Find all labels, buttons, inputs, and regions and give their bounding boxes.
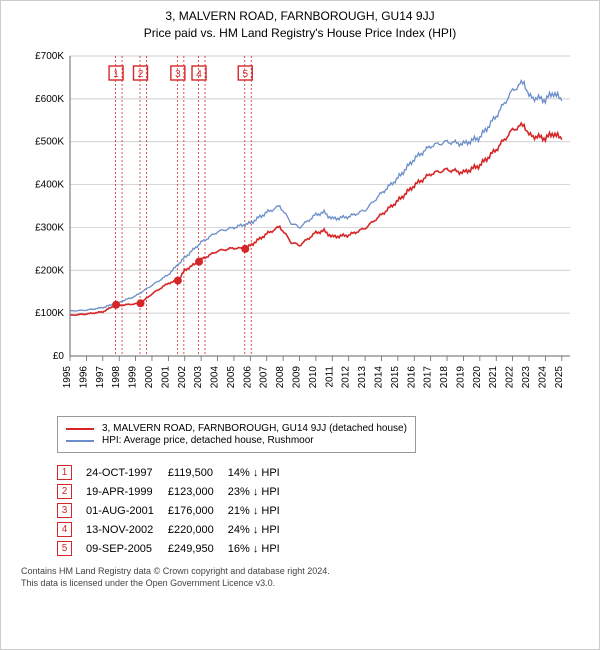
svg-text:2024: 2024 bbox=[537, 366, 548, 389]
svg-text:2006: 2006 bbox=[242, 366, 253, 389]
svg-text:2: 2 bbox=[138, 69, 144, 80]
svg-text:1998: 1998 bbox=[111, 366, 122, 389]
sale-delta: 21% ↓ HPI bbox=[228, 503, 294, 518]
svg-text:2022: 2022 bbox=[505, 366, 516, 389]
chart-subtitle: Price paid vs. HM Land Registry's House … bbox=[11, 26, 589, 40]
svg-text:2015: 2015 bbox=[390, 366, 401, 389]
svg-text:2003: 2003 bbox=[193, 366, 204, 389]
svg-text:4: 4 bbox=[196, 69, 202, 80]
svg-text:1997: 1997 bbox=[95, 366, 106, 389]
svg-text:£700K: £700K bbox=[35, 51, 64, 62]
sale-row: 3 01-AUG-2001£176,00021% ↓ HPI bbox=[57, 503, 294, 518]
svg-text:2017: 2017 bbox=[423, 366, 434, 389]
svg-text:£100K: £100K bbox=[35, 308, 64, 319]
svg-text:2025: 2025 bbox=[554, 366, 565, 389]
legend: 3, MALVERN ROAD, FARNBOROUGH, GU14 9JJ (… bbox=[57, 416, 416, 453]
sale-row: 2 19-APR-1999£123,00023% ↓ HPI bbox=[57, 484, 294, 499]
sale-price: £123,000 bbox=[168, 484, 228, 499]
sale-row: 5 09-SEP-2005£249,95016% ↓ HPI bbox=[57, 541, 294, 556]
sale-marker: 5 bbox=[57, 541, 72, 556]
svg-text:£0: £0 bbox=[53, 351, 65, 362]
sale-price: £249,950 bbox=[168, 541, 228, 556]
svg-text:2004: 2004 bbox=[210, 366, 221, 389]
sale-marker: 4 bbox=[57, 522, 72, 537]
attribution: Contains HM Land Registry data © Crown c… bbox=[21, 566, 589, 589]
svg-text:£500K: £500K bbox=[35, 137, 64, 148]
price-chart: £0 £100K £200K £300K £400K £500K £600K £700K 199… bbox=[20, 48, 580, 408]
sale-date: 19-APR-1999 bbox=[86, 484, 168, 499]
svg-text:5: 5 bbox=[242, 69, 248, 80]
sale-date: 13-NOV-2002 bbox=[86, 522, 168, 537]
sale-marker: 1 bbox=[57, 465, 72, 480]
svg-text:2005: 2005 bbox=[226, 366, 237, 389]
svg-text:1: 1 bbox=[113, 69, 119, 80]
sale-date: 01-AUG-2001 bbox=[86, 503, 168, 518]
sale-price: £176,000 bbox=[168, 503, 228, 518]
svg-text:2019: 2019 bbox=[455, 366, 466, 389]
svg-text:2001: 2001 bbox=[160, 366, 171, 389]
sale-price: £220,000 bbox=[168, 522, 228, 537]
sale-marker: 3 bbox=[57, 503, 72, 518]
sale-delta: 14% ↓ HPI bbox=[228, 465, 294, 480]
svg-text:2012: 2012 bbox=[341, 366, 352, 389]
sales-table: 1 24-OCT-1997£119,50014% ↓ HPI 2 19-APR-199… bbox=[57, 461, 294, 560]
sale-marker: 2 bbox=[57, 484, 72, 499]
chart-title: 3, MALVERN ROAD, FARNBOROUGH, GU14 9JJ bbox=[11, 9, 589, 23]
svg-text:£400K: £400K bbox=[35, 180, 64, 191]
svg-text:2021: 2021 bbox=[488, 366, 499, 389]
svg-text:1996: 1996 bbox=[78, 366, 89, 389]
svg-text:1995: 1995 bbox=[62, 366, 73, 389]
legend-item: 3, MALVERN ROAD, FARNBOROUGH, GU14 9JJ (… bbox=[66, 423, 407, 434]
svg-text:2002: 2002 bbox=[177, 366, 188, 389]
svg-text:£300K: £300K bbox=[35, 222, 64, 233]
svg-text:2010: 2010 bbox=[308, 366, 319, 389]
svg-text:2023: 2023 bbox=[521, 366, 532, 389]
svg-text:2011: 2011 bbox=[324, 366, 335, 388]
sale-delta: 16% ↓ HPI bbox=[228, 541, 294, 556]
svg-text:2020: 2020 bbox=[472, 366, 483, 389]
sale-row: 4 13-NOV-2002£220,00024% ↓ HPI bbox=[57, 522, 294, 537]
sale-date: 24-OCT-1997 bbox=[86, 465, 168, 480]
sale-delta: 24% ↓ HPI bbox=[228, 522, 294, 537]
sale-price: £119,500 bbox=[168, 465, 228, 480]
svg-text:1999: 1999 bbox=[128, 366, 139, 389]
svg-text:£200K: £200K bbox=[35, 265, 64, 276]
svg-text:2014: 2014 bbox=[373, 366, 384, 389]
chart-container: £0 £100K £200K £300K £400K £500K £600K £700K 199… bbox=[20, 48, 580, 408]
sale-delta: 23% ↓ HPI bbox=[228, 484, 294, 499]
svg-text:2013: 2013 bbox=[357, 366, 368, 389]
legend-item: HPI: Average price, detached house, Rush… bbox=[66, 435, 407, 446]
svg-text:2000: 2000 bbox=[144, 366, 155, 389]
sale-row: 1 24-OCT-1997£119,50014% ↓ HPI bbox=[57, 465, 294, 480]
svg-text:£600K: £600K bbox=[35, 94, 64, 105]
svg-text:2009: 2009 bbox=[292, 366, 303, 389]
svg-text:3: 3 bbox=[175, 69, 181, 80]
svg-text:2018: 2018 bbox=[439, 366, 450, 389]
sale-date: 09-SEP-2005 bbox=[86, 541, 168, 556]
svg-text:2008: 2008 bbox=[275, 366, 286, 389]
svg-text:2016: 2016 bbox=[406, 366, 417, 389]
svg-text:2007: 2007 bbox=[259, 366, 270, 389]
